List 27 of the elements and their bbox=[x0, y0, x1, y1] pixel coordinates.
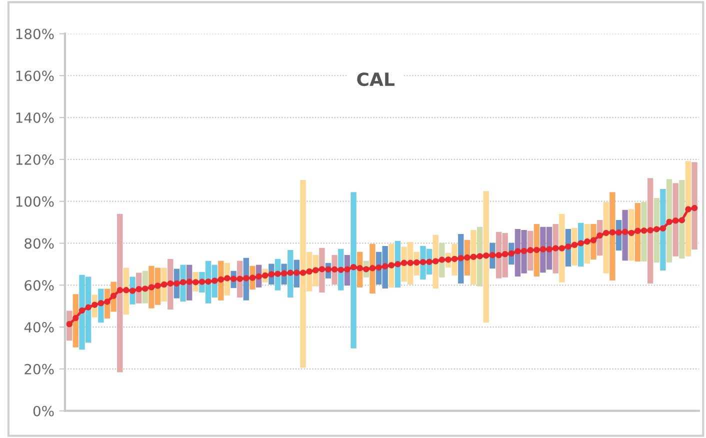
bar bbox=[117, 214, 123, 372]
y-tick-label: 160% bbox=[16, 70, 54, 82]
bar bbox=[603, 202, 609, 274]
text: CAL bbox=[357, 72, 394, 86]
bar bbox=[634, 203, 641, 262]
bar bbox=[610, 192, 616, 281]
bar bbox=[470, 230, 476, 285]
y-tick-label: 40% bbox=[24, 322, 54, 333]
bar bbox=[559, 214, 565, 282]
bar bbox=[647, 178, 654, 284]
bar bbox=[476, 226, 483, 286]
bar bbox=[685, 161, 692, 256]
y-tick-label: 120% bbox=[16, 154, 54, 165]
bar bbox=[692, 162, 698, 250]
bar bbox=[350, 192, 356, 348]
y-tick-label: 180% bbox=[16, 28, 54, 40]
y-tick-label: 80% bbox=[24, 238, 54, 249]
bar bbox=[672, 183, 678, 256]
y-tick-label: 60% bbox=[24, 280, 54, 291]
y-tick-label: 0% bbox=[33, 406, 54, 416]
bar bbox=[666, 179, 672, 263]
bar bbox=[641, 202, 647, 262]
bar bbox=[660, 188, 666, 270]
bar bbox=[483, 191, 489, 323]
y-tick-label: 100% bbox=[16, 196, 54, 207]
y-tick-label: 140% bbox=[16, 112, 54, 124]
y-tick-label: 20% bbox=[24, 364, 54, 374]
